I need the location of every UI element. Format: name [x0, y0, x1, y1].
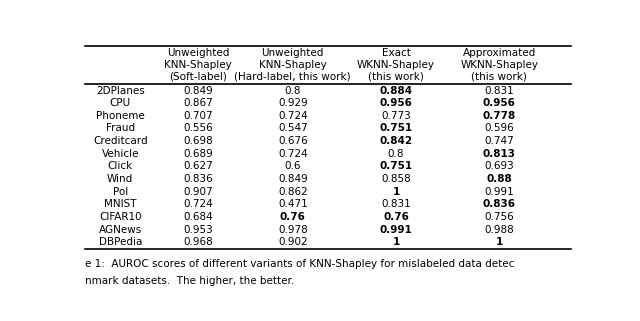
- Text: 0.929: 0.929: [278, 98, 308, 108]
- Text: 0.902: 0.902: [278, 237, 308, 247]
- Text: 0.756: 0.756: [484, 212, 514, 222]
- Text: 0.8: 0.8: [388, 149, 404, 159]
- Text: 0.88: 0.88: [486, 174, 512, 184]
- Text: 0.556: 0.556: [183, 124, 213, 134]
- Text: 0.684: 0.684: [183, 212, 213, 222]
- Text: 0.751: 0.751: [380, 161, 413, 171]
- Text: 0.76: 0.76: [383, 212, 409, 222]
- Text: 0.747: 0.747: [484, 136, 514, 146]
- Text: 0.988: 0.988: [484, 225, 514, 235]
- Text: MNIST: MNIST: [104, 199, 136, 209]
- Text: CIFAR10: CIFAR10: [99, 212, 141, 222]
- Text: 0.849: 0.849: [278, 174, 308, 184]
- Text: 2DPlanes: 2DPlanes: [96, 86, 145, 96]
- Text: 0.6: 0.6: [285, 161, 301, 171]
- Text: Wind: Wind: [107, 174, 133, 184]
- Text: 0.884: 0.884: [380, 86, 413, 96]
- Text: 0.596: 0.596: [484, 124, 514, 134]
- Text: 0.751: 0.751: [380, 124, 413, 134]
- Text: Fraud: Fraud: [106, 124, 135, 134]
- Text: 1: 1: [392, 237, 399, 247]
- Text: 0.956: 0.956: [380, 98, 413, 108]
- Text: 0.991: 0.991: [484, 187, 514, 197]
- Text: AGNews: AGNews: [99, 225, 142, 235]
- Text: 0.724: 0.724: [278, 111, 308, 121]
- Text: Exact
WKNN-Shapley
(this work): Exact WKNN-Shapley (this work): [357, 48, 435, 82]
- Text: 0.858: 0.858: [381, 174, 411, 184]
- Text: 0.831: 0.831: [484, 86, 514, 96]
- Text: 0.849: 0.849: [183, 86, 213, 96]
- Text: 0.76: 0.76: [280, 212, 306, 222]
- Text: Pol: Pol: [113, 187, 128, 197]
- Text: nmark datasets.  The higher, the better.: nmark datasets. The higher, the better.: [85, 276, 294, 286]
- Text: 0.724: 0.724: [183, 199, 213, 209]
- Text: 0.991: 0.991: [380, 225, 412, 235]
- Text: 0.831: 0.831: [381, 199, 411, 209]
- Text: 0.698: 0.698: [183, 136, 213, 146]
- Text: 0.836: 0.836: [183, 174, 213, 184]
- Text: 0.707: 0.707: [183, 111, 212, 121]
- Text: Click: Click: [108, 161, 133, 171]
- Text: DBPedia: DBPedia: [99, 237, 142, 247]
- Text: 0.547: 0.547: [278, 124, 308, 134]
- Text: 0.724: 0.724: [278, 149, 308, 159]
- Text: 0.968: 0.968: [183, 237, 213, 247]
- Text: 0.842: 0.842: [380, 136, 413, 146]
- Text: 0.867: 0.867: [183, 98, 213, 108]
- Text: 0.813: 0.813: [483, 149, 516, 159]
- Text: Unweighted
KNN-Shapley
(Soft-label): Unweighted KNN-Shapley (Soft-label): [164, 48, 232, 82]
- Text: 0.627: 0.627: [183, 161, 213, 171]
- Text: 0.693: 0.693: [484, 161, 514, 171]
- Text: 0.676: 0.676: [278, 136, 308, 146]
- Text: 0.956: 0.956: [483, 98, 516, 108]
- Text: 1: 1: [392, 187, 399, 197]
- Text: Unweighted
KNN-Shapley
(Hard-label, this work): Unweighted KNN-Shapley (Hard-label, this…: [234, 48, 351, 82]
- Text: 0.778: 0.778: [483, 111, 516, 121]
- Text: 0.836: 0.836: [483, 199, 516, 209]
- Text: 0.8: 0.8: [285, 86, 301, 96]
- Text: 0.773: 0.773: [381, 111, 411, 121]
- Text: Phoneme: Phoneme: [96, 111, 145, 121]
- Text: e 1:  AUROC scores of different variants of KNN-Shapley for mislabeled data dete: e 1: AUROC scores of different variants …: [85, 258, 515, 268]
- Text: 0.862: 0.862: [278, 187, 308, 197]
- Text: 1: 1: [496, 237, 503, 247]
- Text: Approximated
WKNN-Shapley
(this work): Approximated WKNN-Shapley (this work): [460, 48, 538, 82]
- Text: CPU: CPU: [109, 98, 131, 108]
- Text: Creditcard: Creditcard: [93, 136, 147, 146]
- Text: 0.471: 0.471: [278, 199, 308, 209]
- Text: 0.907: 0.907: [183, 187, 212, 197]
- Text: Vehicle: Vehicle: [102, 149, 139, 159]
- Text: 0.953: 0.953: [183, 225, 213, 235]
- Text: 0.978: 0.978: [278, 225, 308, 235]
- Text: 0.689: 0.689: [183, 149, 213, 159]
